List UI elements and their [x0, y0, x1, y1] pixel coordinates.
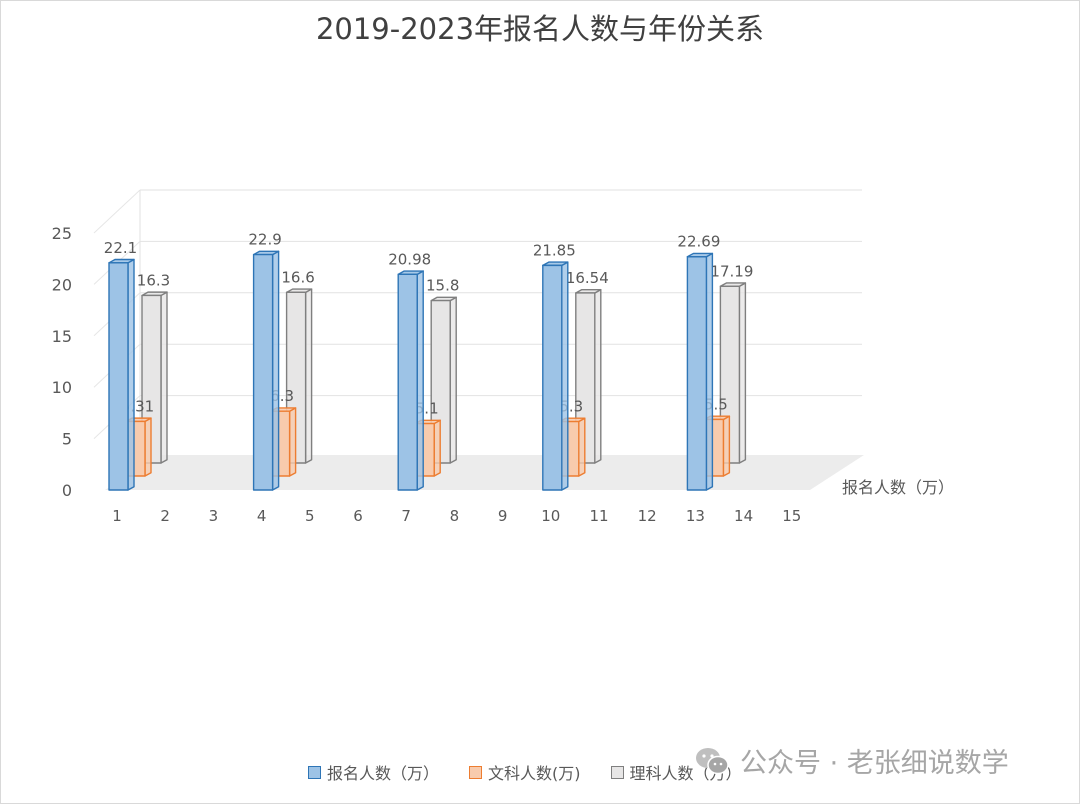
bar-1-10: [542, 261, 569, 491]
x-tick-label: 2: [160, 507, 170, 525]
bar-1-1: [108, 258, 135, 491]
x-tick-label: 6: [353, 507, 363, 525]
bar-1-7: [397, 270, 424, 491]
x-tick-label: 3: [209, 507, 219, 525]
data-label: 20.98: [388, 250, 431, 268]
data-label: 16.54: [566, 269, 609, 287]
x-tick-label: 13: [686, 507, 705, 525]
y-tick-label: 5: [62, 430, 72, 449]
legend-label: 报名人数（万）: [327, 764, 440, 783]
data-label: 16.3: [137, 271, 170, 289]
data-label: 21.85: [533, 241, 576, 259]
data-label: 22.69: [677, 233, 720, 251]
wechat-icon: [696, 747, 729, 774]
gridline-depth: [93, 189, 141, 234]
data-label: 15.8: [426, 277, 459, 295]
chart-floor: [105, 455, 864, 490]
x-tick-label: 12: [638, 507, 657, 525]
chart-title: 2019-2023年报名人数与年份关系: [315, 12, 765, 46]
bar-3-4: [285, 288, 313, 464]
y-tick-label: 25: [52, 224, 72, 243]
x-tick-label: 14: [734, 507, 753, 525]
legend-swatch: [469, 765, 483, 779]
data-label: 22.9: [248, 231, 281, 249]
legend-label: 文科人数(万): [488, 764, 581, 783]
chart-legend: 报名人数（万） 文科人数(万) 理科人数（万）: [308, 760, 742, 784]
legend-item: 文科人数(万): [469, 760, 581, 784]
y-tick-label: 10: [52, 378, 72, 397]
y-tick-label: 0: [62, 481, 72, 500]
data-label: 16.6: [281, 268, 314, 286]
bar-1-4: [252, 250, 280, 491]
y-tick-label: 15: [52, 327, 72, 346]
x-tick-label: 11: [589, 507, 608, 525]
x-tick-label: 8: [450, 507, 460, 525]
legend-swatch: [610, 765, 624, 779]
legend-item: 报名人数（万）: [308, 760, 439, 784]
data-label: 22.1: [104, 239, 137, 257]
x-tick-label: 7: [401, 507, 411, 525]
x-tick-label: 10: [541, 507, 560, 525]
data-label: 17.19: [710, 262, 753, 280]
legend-swatch: [308, 765, 321, 779]
bar-1-13: [686, 252, 714, 491]
x-tick-label: 15: [782, 507, 801, 525]
x-tick-label: 5: [305, 507, 315, 525]
depth-axis-label: 报名人数（万）: [842, 478, 954, 497]
watermark-text: 公众号 · 老张细说数学: [740, 748, 1009, 779]
watermark: 公众号 · 老张细说数学: [694, 741, 1009, 780]
x-tick-label: 4: [257, 507, 267, 525]
x-tick-label: 9: [498, 507, 508, 525]
y-tick-label: 20: [52, 275, 72, 294]
x-tick-label: 1: [112, 507, 122, 525]
